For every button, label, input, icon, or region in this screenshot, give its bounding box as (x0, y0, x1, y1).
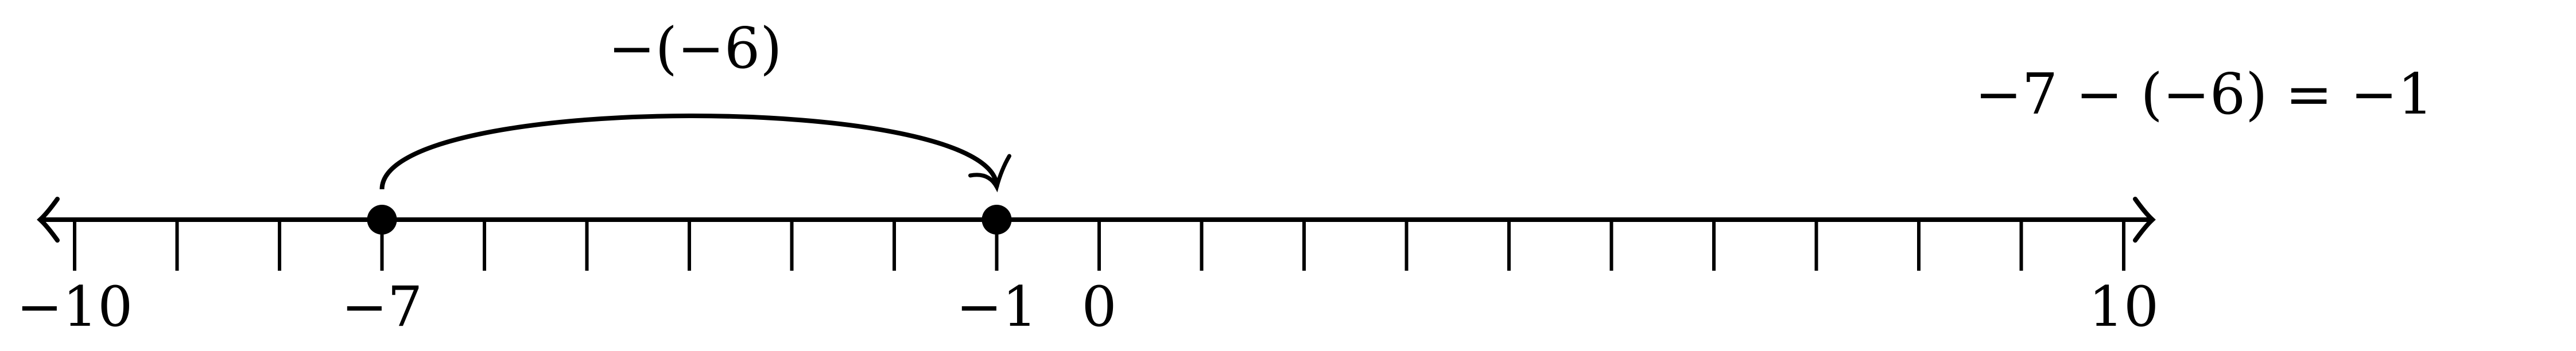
equation-label: −7 − (−6) = −1 (1975, 62, 2434, 127)
point-marker (981, 205, 1012, 235)
right-arrowhead (2133, 197, 2156, 243)
tick-label: 10 (2089, 275, 2159, 339)
jump-arc (379, 114, 999, 190)
jump-arrowhead (968, 154, 1011, 193)
plotted-points (367, 205, 1012, 235)
tick-label: −7 (342, 275, 423, 339)
tick-label: −1 (956, 275, 1038, 339)
number-line (37, 197, 2156, 243)
tick-label: 0 (1081, 275, 1116, 339)
point-marker (367, 205, 397, 235)
left-arrowhead (37, 197, 60, 243)
jump-arrow: −(−6) (379, 16, 1011, 193)
tick-label: −10 (17, 275, 133, 339)
jump-label: −(−6) (608, 16, 782, 81)
tick-labels: −10 −7 −1 0 10 (17, 275, 2159, 339)
tick-marks (73, 220, 2125, 271)
